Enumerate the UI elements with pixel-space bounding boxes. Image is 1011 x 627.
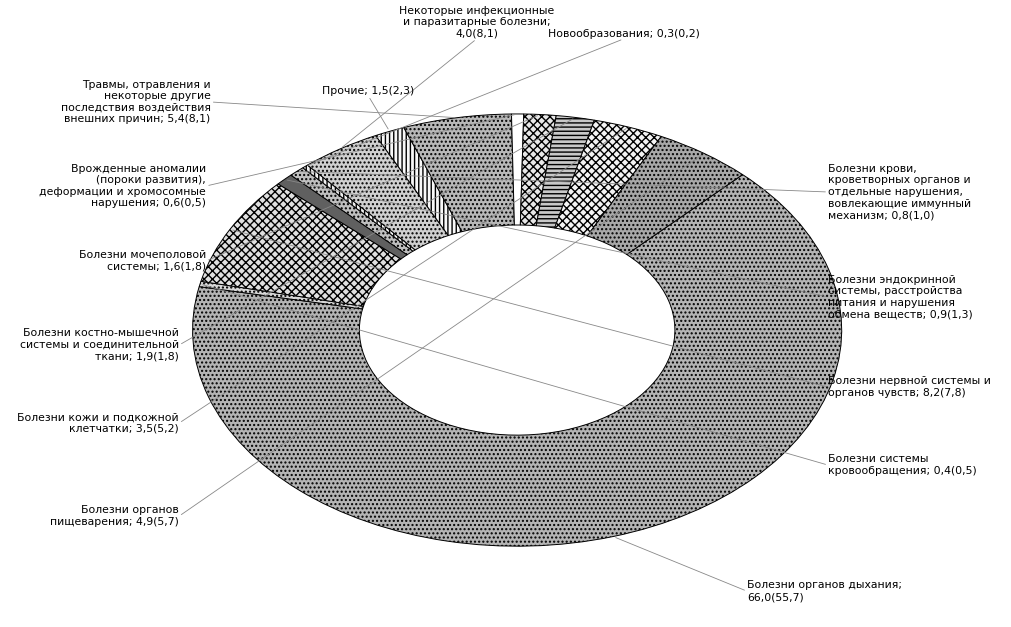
Wedge shape — [201, 184, 400, 307]
Wedge shape — [278, 175, 406, 259]
Wedge shape — [192, 174, 841, 546]
Text: Болезни органов
пищеварения; 4,9(5,7): Болезни органов пищеварения; 4,9(5,7) — [51, 505, 179, 527]
Text: Травмы, отравления и
некоторые другие
последствия воздействия
внешних причин; 5,: Травмы, отравления и некоторые другие по… — [61, 80, 210, 124]
Text: Болезни крови,
кроветворных органов и
отдельные нарушения,
вовлекающие иммунный
: Болезни крови, кроветворных органов и от… — [827, 164, 971, 220]
Wedge shape — [302, 165, 415, 251]
Wedge shape — [536, 115, 593, 228]
Text: Болезни эндокринной
системы, расстройства
питания и нарушения
обмена веществ; 0,: Болезни эндокринной системы, расстройств… — [827, 275, 972, 319]
Text: Болезни системы
кровообращения; 0,4(0,5): Болезни системы кровообращения; 0,4(0,5) — [827, 455, 976, 476]
Wedge shape — [554, 120, 660, 236]
Wedge shape — [511, 114, 523, 225]
Wedge shape — [375, 127, 462, 236]
Text: Болезни мочеполовой
системы; 1,6(1,8): Болезни мочеполовой системы; 1,6(1,8) — [79, 250, 206, 272]
Text: Болезни костно-мышечной
системы и соединительной
ткани; 1,9(1,8): Болезни костно-мышечной системы и соедин… — [20, 329, 179, 362]
Wedge shape — [199, 282, 363, 309]
Text: Новообразования; 0,3(0,2): Новообразования; 0,3(0,2) — [547, 29, 699, 39]
Wedge shape — [290, 168, 412, 255]
Text: Болезни кожи и подкожной
клетчатки; 3,5(5,2): Болезни кожи и подкожной клетчатки; 3,5(… — [17, 413, 179, 434]
Text: Болезни органов дыхания;
66,0(55,7): Болезни органов дыхания; 66,0(55,7) — [746, 581, 901, 602]
Text: Прочие; 1,5(2,3): Прочие; 1,5(2,3) — [321, 86, 415, 96]
Wedge shape — [307, 135, 448, 250]
Wedge shape — [403, 114, 514, 231]
Text: Некоторые инфекционные
и паразитарные болезни;
4,0(8,1): Некоторые инфекционные и паразитарные бо… — [398, 6, 554, 39]
Text: Врожденные аномалии
(пороки развития),
деформации и хромосомные
нарушения; 0,6(0: Врожденные аномалии (пороки развития), д… — [39, 164, 206, 208]
Wedge shape — [520, 114, 556, 226]
Text: Болезни нервной системы и
органов чувств; 8,2(7,8): Болезни нервной системы и органов чувств… — [827, 376, 990, 398]
Wedge shape — [586, 137, 742, 255]
